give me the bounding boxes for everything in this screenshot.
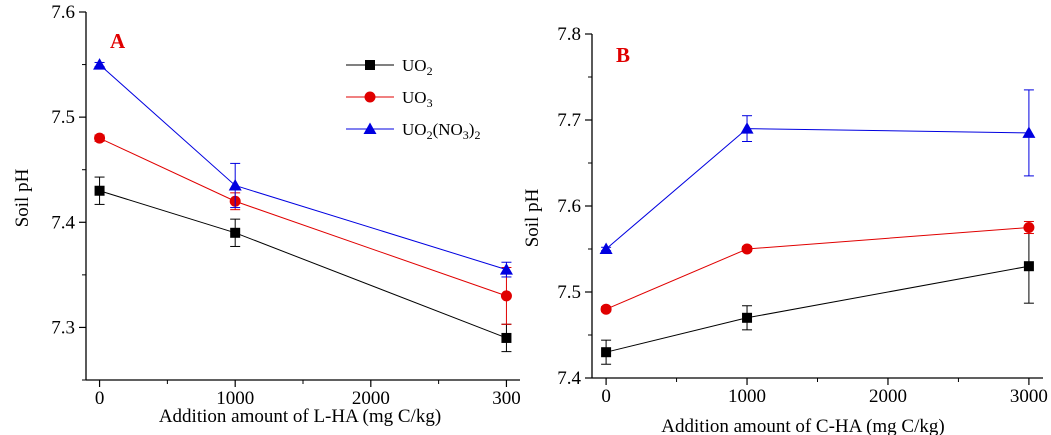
panel-b-series-2 xyxy=(599,89,1036,254)
panel-b-y-tick-label: 7.8 xyxy=(557,24,581,45)
legend-label-part: UO xyxy=(402,56,427,75)
panel-a-x-tick-label: 300 xyxy=(492,388,521,409)
panel-b-series-line xyxy=(605,128,1029,250)
panel-b-data-point xyxy=(742,312,753,323)
legend-label: UO3 xyxy=(402,88,433,110)
panel-a-chart: A Addition amount of L-HA (mg C/kg) Soil… xyxy=(12,2,521,427)
panel-a-data-point xyxy=(228,178,242,191)
panel-a-series-0 xyxy=(94,176,512,353)
panel-a-data-point xyxy=(94,132,106,144)
legend-label-part: 2 xyxy=(427,128,433,142)
legend-label-part: 2 xyxy=(474,128,480,142)
panel-a-series-line xyxy=(99,190,507,339)
panel-a-data-point xyxy=(499,263,513,275)
panel-b-y-tick-label: 7.6 xyxy=(557,196,581,217)
legend-marker xyxy=(365,60,375,70)
panel-a-y-tick-label: 7.6 xyxy=(51,2,75,23)
panel-b-y-tick-label: 7.5 xyxy=(557,282,581,303)
panel-b-data-point xyxy=(1022,126,1036,138)
panel-b-series-0 xyxy=(601,228,1034,365)
panel-b-data-point xyxy=(1023,261,1034,272)
panel-b-x-axis-title: Addition amount of C-HA (mg C/kg) xyxy=(661,416,944,435)
panel-b-x-tick-label: 1000 xyxy=(728,386,766,407)
panel-b-series-line xyxy=(605,265,1029,353)
panel-b-data-point xyxy=(601,347,612,358)
panel-b-y-tick-label: 7.7 xyxy=(557,110,581,131)
panel-a-x-tick-label: 0 xyxy=(95,388,105,409)
panel-a-y-tick-label: 7.4 xyxy=(51,212,75,233)
panel-a-y-axis-title: Soil pH xyxy=(12,168,33,227)
legend-label-part: 3 xyxy=(427,96,433,110)
panel-a-data-point xyxy=(501,332,512,343)
legend-label-part: UO xyxy=(402,88,427,107)
panel-b-data-point xyxy=(741,243,753,255)
panel-a-x-axis-title: Addition amount of L-HA (mg C/kg) xyxy=(159,406,441,427)
panel-a-data-point xyxy=(93,58,107,70)
panel-a-y-tick-label: 7.5 xyxy=(51,107,75,128)
panel-a-label: A xyxy=(110,29,126,53)
legend-label-part: UO xyxy=(402,120,427,139)
panel-a-data-point xyxy=(230,227,241,238)
panel-a-y-tick-label: 7.3 xyxy=(51,317,75,338)
panel-b-x-tick-label: 2000 xyxy=(869,386,907,407)
panel-b-series-line xyxy=(605,227,1029,310)
panel-a-x-tick-label: 1000 xyxy=(216,388,254,409)
panel-a-series-2 xyxy=(93,58,513,278)
panel-b-data-point xyxy=(600,303,612,315)
legend-label-part: 3 xyxy=(463,128,469,142)
panel-b-chart: B Addition amount of C-HA (mg C/kg) Soil… xyxy=(522,24,1048,435)
legend-label-part: 2 xyxy=(427,64,433,78)
panel-b-y-tick-label: 7.4 xyxy=(557,368,581,389)
legend-label-part: (NO xyxy=(433,120,463,139)
panel-b-y-axis-title: Soil pH xyxy=(522,188,543,247)
panel-b-data-point xyxy=(1023,222,1035,233)
panel-a-series-1 xyxy=(94,132,512,325)
panel-b-x-tick-label: 3000 xyxy=(1010,386,1048,407)
panel-a-data-point xyxy=(500,290,512,302)
panel-b-data-point xyxy=(740,122,754,134)
legend-marker xyxy=(363,122,377,134)
legend-marker xyxy=(364,91,376,103)
legend-label-part: ) xyxy=(469,120,475,139)
panel-b-series-1 xyxy=(600,220,1035,315)
legend-label: UO2 xyxy=(402,56,433,78)
panel-a-data-point xyxy=(94,185,105,196)
legend-label: UO2(NO3)2 xyxy=(402,120,480,142)
panel-b-label: B xyxy=(616,43,630,67)
panel-b-data-point xyxy=(599,242,613,254)
panel-a-x-tick-label: 2000 xyxy=(352,388,390,409)
panel-a-series-line xyxy=(99,137,507,297)
panel-b-x-tick-label: 0 xyxy=(601,386,611,407)
